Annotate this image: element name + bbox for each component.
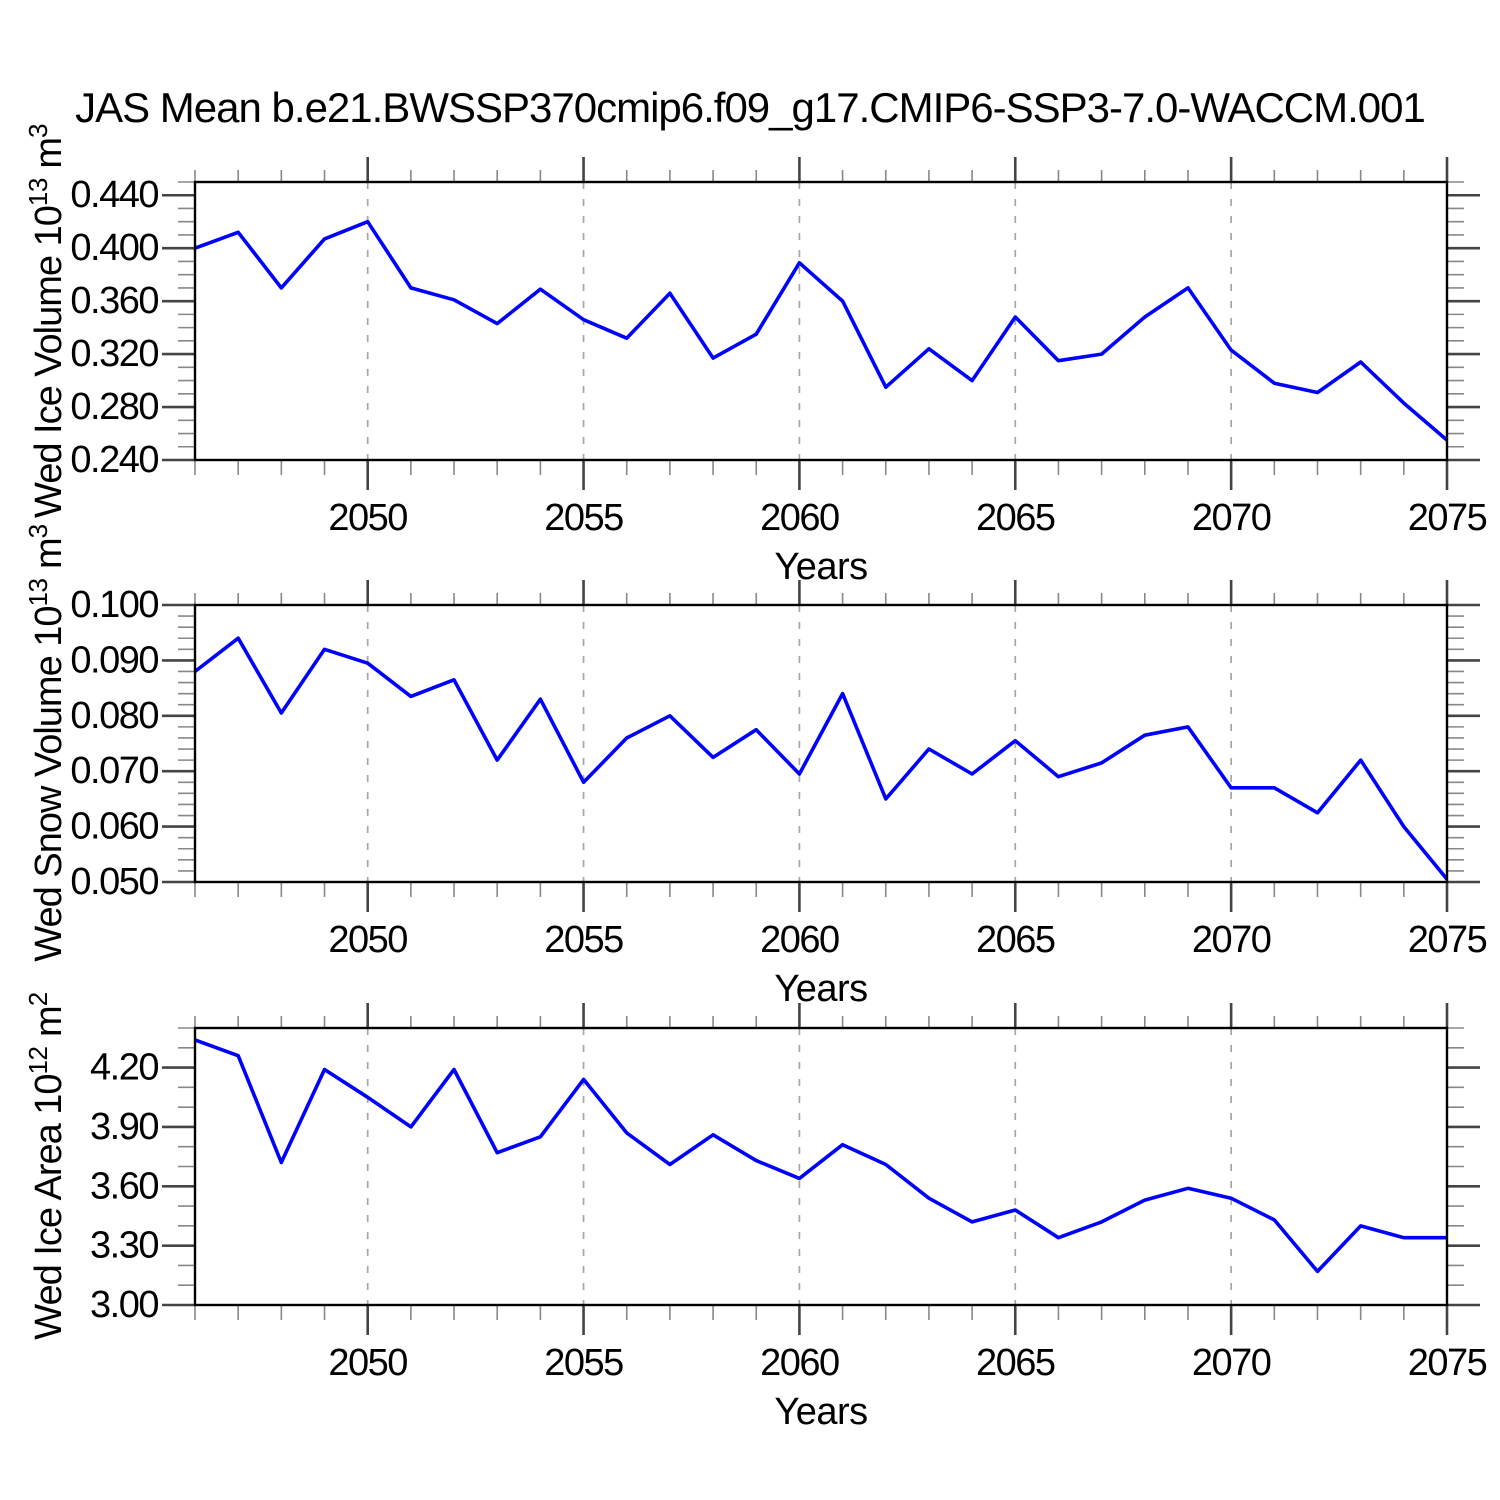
y-tick-label: 0.320 — [70, 333, 158, 375]
x-tick-label: 2055 — [544, 497, 623, 539]
x-tick-label: 2050 — [328, 497, 407, 539]
y-tick-label: 0.360 — [70, 280, 158, 322]
x-tick-label: 2050 — [328, 919, 407, 961]
x-tick-label: 2050 — [328, 1342, 407, 1384]
y-tick-label: 0.070 — [70, 750, 158, 792]
y-tick-label: 0.440 — [70, 174, 158, 216]
x-tick-label: 2065 — [976, 1342, 1055, 1384]
y-tick-label: 0.400 — [70, 227, 158, 269]
y-tick-label: 3.60 — [90, 1165, 158, 1207]
y-tick-label: 0.280 — [70, 386, 158, 428]
wed-snow-volume-line — [193, 636, 1449, 881]
y-tick-label: 4.20 — [90, 1047, 158, 1089]
wed-ice-area-plot: 3.00 3.30 3.60 3.90 4.20 2050 2055 2060 2065 2070… — [90, 1003, 1488, 1433]
x-tick-label: 2065 — [976, 497, 1055, 539]
wed-ice-area-line — [194, 1038, 1447, 1274]
x-tick-label: 2075 — [1408, 497, 1487, 539]
y-tick-label: 3.00 — [90, 1284, 158, 1326]
wed-snow-volume-plot: 0.050 0.060 0.070 0.080 0.090 0.100 2050 2055 20… — [70, 580, 1488, 1010]
figure-title: JAS Mean b.e21.BWSSP370cmip6.f09_g17.CMI… — [75, 84, 1426, 131]
y-tick-label: 3.90 — [90, 1106, 158, 1148]
x-tick-label: 2055 — [544, 919, 623, 961]
x-tick-label: 2055 — [544, 1342, 623, 1384]
x-tick-label: 2075 — [1408, 1342, 1487, 1384]
y-tick-label: 0.090 — [70, 639, 158, 681]
y-tick-label: 3.30 — [90, 1225, 158, 1267]
y-tick-label: 0.060 — [70, 806, 158, 848]
x-tick-label: 2070 — [1192, 497, 1271, 539]
x-tick-label: 2060 — [760, 919, 839, 961]
x-axis-title: Years — [774, 1391, 867, 1433]
y-tick-label: 0.100 — [70, 584, 158, 626]
x-tick-label: 2060 — [760, 1342, 839, 1384]
y-tick-label: 0.080 — [70, 695, 158, 737]
plot-frame — [193, 1026, 1449, 1307]
x-axis-title: Years — [774, 546, 867, 588]
x-axis-title: Years — [774, 968, 867, 1010]
x-tick-label: 2075 — [1408, 919, 1487, 961]
x-tick-label: 2065 — [976, 919, 1055, 961]
wed-ice-volume-line — [194, 219, 1449, 442]
x-tick-label: 2060 — [760, 497, 839, 539]
y-tick-label: 0.050 — [70, 861, 158, 903]
x-tick-label: 2070 — [1192, 919, 1271, 961]
y-tick-label: 0.240 — [70, 439, 158, 481]
x-tick-label: 2070 — [1192, 1342, 1271, 1384]
wed-ice-volume-plot: 0.240 0.280 0.320 0.360 0.400 0.440 2050 2055 20… — [70, 157, 1488, 588]
plot-frame — [193, 603, 1449, 884]
plot-frame — [193, 180, 1449, 462]
